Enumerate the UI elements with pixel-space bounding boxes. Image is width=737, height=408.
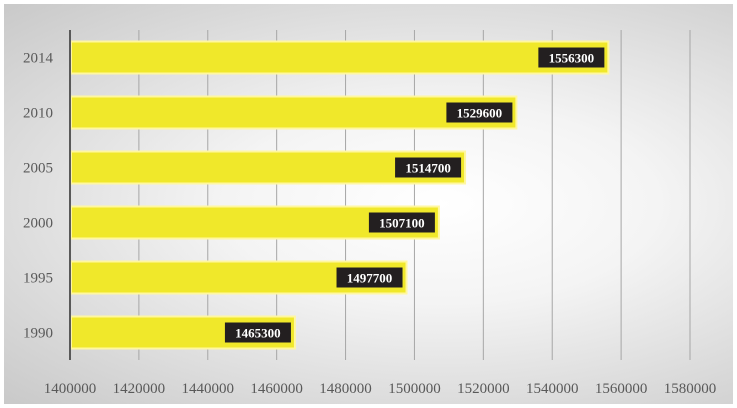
x-tick-label: 1560000	[595, 381, 648, 397]
data-label-box	[368, 212, 435, 233]
x-tick-label: 1440000	[182, 381, 235, 397]
x-tick-label: 1480000	[319, 381, 372, 397]
data-label-box	[395, 157, 462, 178]
data-label: 1465300	[235, 326, 281, 341]
x-tick-label: 1460000	[250, 381, 303, 397]
x-tick-label: 1580000	[664, 381, 717, 397]
data-label-box	[224, 322, 291, 343]
data-label-box	[446, 102, 513, 123]
data-labels: 1465300 1497700 1507100 1514700 1529600 15563…	[224, 47, 605, 343]
data-label: 1514700	[405, 161, 451, 176]
bars	[70, 40, 610, 350]
y-tick-label: 1995	[23, 271, 53, 287]
y-tick-label: 2005	[23, 161, 53, 177]
x-tick-label: 1400000	[44, 381, 97, 397]
data-label: 1507100	[379, 216, 425, 231]
bar	[70, 95, 518, 130]
data-label: 1497700	[347, 271, 393, 286]
y-tick-label: 1990	[23, 326, 53, 342]
x-tick-label: 1520000	[457, 381, 510, 397]
x-tick-label: 1500000	[388, 381, 441, 397]
x-tick-label: 1540000	[526, 381, 579, 397]
axes: 1400000 1420000 1440000 1460000 1480000 15000…	[23, 30, 716, 397]
x-tick-label: 1420000	[113, 381, 166, 397]
data-label: 1556300	[549, 51, 595, 66]
bar	[70, 40, 610, 75]
data-label-box	[336, 267, 403, 288]
data-label-box	[538, 47, 605, 68]
data-label: 1529600	[457, 106, 503, 121]
y-tick-label: 2000	[23, 216, 53, 232]
y-tick-label: 2010	[23, 106, 53, 122]
grid-lines	[138, 30, 691, 360]
y-tick-label: 2014	[23, 51, 54, 67]
